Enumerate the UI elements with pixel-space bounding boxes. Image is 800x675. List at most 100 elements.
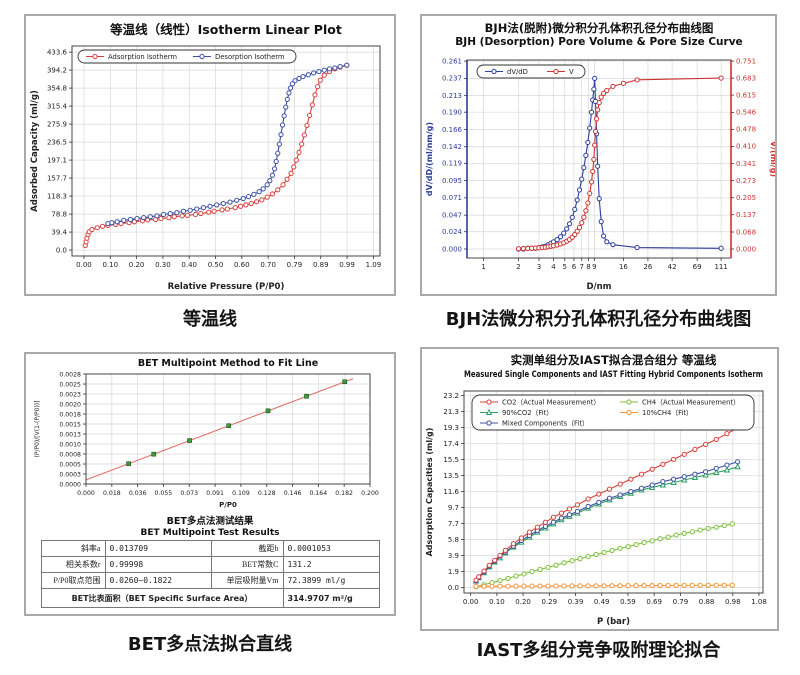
svg-text:16: 16 <box>619 263 628 271</box>
svg-text:0.073: 0.073 <box>180 490 198 497</box>
svg-text:0.000: 0.000 <box>736 245 756 253</box>
svg-text:0.410: 0.410 <box>736 143 756 151</box>
svg-text:0.00: 0.00 <box>76 261 92 269</box>
bjh-caption: BJH法微分积分孔体积孔径分布曲线图 <box>445 309 752 330</box>
svg-text:0.60: 0.60 <box>234 261 250 269</box>
svg-text:0.0005: 0.0005 <box>59 461 81 468</box>
svg-text:0.000: 0.000 <box>442 245 462 253</box>
svg-text:0.00: 0.00 <box>463 598 479 606</box>
svg-text:23.2: 23.2 <box>443 392 459 400</box>
svg-text:等温线（线性）Isotherm Linear Plot: 等温线（线性）Isotherm Linear Plot <box>109 22 342 37</box>
svg-text:0.200: 0.200 <box>361 490 379 497</box>
bet-cell-value: 0.0001053 <box>282 540 380 557</box>
svg-text:9: 9 <box>592 263 596 271</box>
svg-text:V: V <box>569 68 574 76</box>
bet-cell-label: 相关系数r <box>40 556 106 573</box>
svg-text:P/P0: P/P0 <box>219 501 237 509</box>
svg-text:0.0: 0.0 <box>448 584 459 592</box>
bet-cell-value: 72.3899 ml/g <box>282 572 380 589</box>
svg-text:dV/dD: dV/dD <box>507 68 528 76</box>
svg-text:0.055: 0.055 <box>155 490 173 497</box>
svg-text:0.99: 0.99 <box>339 261 355 269</box>
svg-text:0.0023: 0.0023 <box>59 391 81 398</box>
svg-text:0.137: 0.137 <box>736 211 756 219</box>
svg-text:394.2: 394.2 <box>47 66 67 74</box>
legend: CO2（Actual Measurement） CH4（Actual Measur… <box>471 394 755 431</box>
bet-panel: 0.000 0.018 0.036 0.055 0.073 0.091 0.109 0.128… <box>24 352 396 616</box>
svg-text:0.0013: 0.0013 <box>59 431 81 438</box>
svg-text:(P/P0)/[V(1-(P/P0))]: (P/P0)/[V(1-(P/P0))] <box>34 401 41 458</box>
bet-footer-label: BET比表面积（BET Specific Surface Area） <box>40 588 284 608</box>
bet-footer-value: 314.9707 m²/g <box>282 588 380 608</box>
svg-text:2: 2 <box>516 263 520 271</box>
iast-panel: 0.00 0.10 0.20 0.29 0.39 0.49 0.59 0.69 0.79 0.88… <box>420 347 779 631</box>
svg-text:0.047: 0.047 <box>442 211 462 219</box>
svg-text:0.10: 0.10 <box>489 598 505 606</box>
svg-text:157.7: 157.7 <box>47 174 67 182</box>
svg-text:D/nm: D/nm <box>586 282 611 292</box>
svg-text:0.018: 0.018 <box>103 490 121 497</box>
svg-text:90%CO2（Fit）: 90%CO2（Fit） <box>502 409 553 417</box>
svg-text:0.024: 0.024 <box>442 228 463 236</box>
svg-text:0.128: 0.128 <box>258 490 276 497</box>
svg-text:0.0: 0.0 <box>56 246 67 254</box>
svg-text:21.3: 21.3 <box>443 408 459 416</box>
svg-text:0.751: 0.751 <box>736 57 756 65</box>
svg-text:0.261: 0.261 <box>442 57 462 65</box>
svg-text:0.095: 0.095 <box>442 177 462 185</box>
svg-text:0.59: 0.59 <box>620 598 636 606</box>
svg-text:Adsorbed Capacity (ml/g): Adsorbed Capacity (ml/g) <box>30 90 40 212</box>
bet-cell-label: 截距b <box>210 540 284 557</box>
svg-text:0.40: 0.40 <box>181 261 197 269</box>
bet-table-row: 相关系数r 0.99998 BET常数C 131.2 <box>40 556 380 573</box>
svg-text:78.8: 78.8 <box>51 210 67 218</box>
series-v-cumulative <box>515 75 724 252</box>
svg-text:3.9: 3.9 <box>448 552 459 560</box>
svg-text:0.071: 0.071 <box>442 194 462 202</box>
iast-caption: IAST多组分竞争吸附理论拟合 <box>476 640 721 661</box>
svg-text:7: 7 <box>579 263 583 271</box>
svg-text:5.8: 5.8 <box>448 536 459 544</box>
legend: dV/dD V <box>476 64 586 79</box>
svg-text:0.50: 0.50 <box>208 261 224 269</box>
svg-text:0.0015: 0.0015 <box>59 421 81 428</box>
bet-cell-label: 单层吸附量Vm <box>210 572 284 589</box>
svg-text:10%CH4（Fit）: 10%CH4（Fit） <box>642 409 693 417</box>
svg-text:0.88: 0.88 <box>699 598 715 606</box>
svg-text:BJH (Desorption) Pore Volume &: BJH (Desorption) Pore Volume & Pore Size… <box>455 36 742 48</box>
svg-text:6: 6 <box>572 263 577 271</box>
svg-text:P (bar): P (bar) <box>597 617 630 627</box>
svg-text:17.4: 17.4 <box>443 440 459 448</box>
iast-chart: 0.00 0.10 0.20 0.29 0.39 0.49 0.59 0.69 0.79 0.88… <box>425 353 767 627</box>
svg-text:26: 26 <box>643 263 652 271</box>
bet-footer-row: BET比表面积（BET Specific Surface Area） 314.97… <box>40 588 380 608</box>
svg-text:0.273: 0.273 <box>736 177 756 185</box>
svg-text:1.09: 1.09 <box>366 261 382 269</box>
svg-text:0.0028: 0.0028 <box>59 371 81 378</box>
bet-results-block: BET多点法测试结果 BET Multipoint Test Results 斜… <box>26 513 394 608</box>
svg-text:0.20: 0.20 <box>515 598 531 606</box>
series-ch4-10-fit <box>473 582 735 589</box>
series-desorption <box>105 62 350 227</box>
svg-text:5: 5 <box>563 263 567 271</box>
isotherm-panel: 0.00 0.10 0.20 0.30 0.40 0.50 0.60 0.70 0.79 0.89… <box>24 14 396 296</box>
bet-table-row: 斜率a 0.013709 截距b 0.0001053 <box>40 540 380 557</box>
series-mixed-fit <box>473 459 741 584</box>
svg-text:0.70: 0.70 <box>260 261 276 269</box>
svg-text:0.164: 0.164 <box>309 490 327 497</box>
svg-text:0.39: 0.39 <box>568 598 584 606</box>
svg-text:CH4（Actual Measurement）: CH4（Actual Measurement） <box>642 398 740 406</box>
bet-table-body: 斜率a 0.013709 截距b 0.0001053 相关系数r 0.99998 BET常数… <box>40 540 380 608</box>
svg-text:BJH法(脱附)微分积分孔体积孔径分布曲线图: BJH法(脱附)微分积分孔体积孔径分布曲线图 <box>485 21 714 35</box>
bjh-panel: 1 2 3 4 5 6 7 8 9 16 26 42 69 111 0.000 0.024 0.047 0.071… <box>420 14 777 296</box>
svg-text:0.0018: 0.0018 <box>59 411 81 418</box>
svg-text:0.119: 0.119 <box>442 160 462 168</box>
svg-text:0.546: 0.546 <box>736 109 757 117</box>
svg-text:0.000: 0.000 <box>77 490 95 497</box>
bet-cell-value: 0.013709 <box>104 540 212 557</box>
svg-text:Adsorption Isotherm: Adsorption Isotherm <box>108 53 177 61</box>
series-co2-actual <box>473 425 741 583</box>
svg-text:8: 8 <box>586 263 590 271</box>
legend: Adsorption Isotherm Desorption Isotherm <box>77 49 297 64</box>
svg-text:0.091: 0.091 <box>206 490 224 497</box>
